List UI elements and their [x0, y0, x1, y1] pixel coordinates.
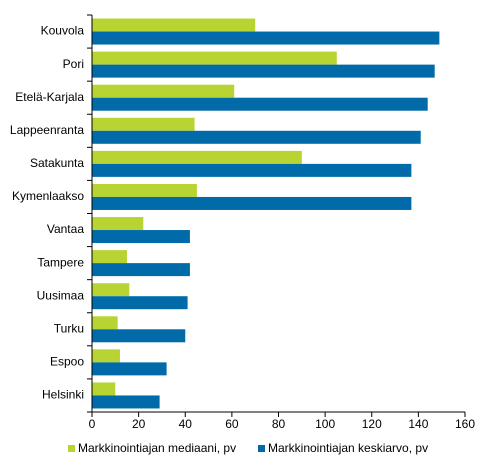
bar: [92, 283, 130, 297]
y-tick-label: Tampere: [37, 255, 84, 269]
y-tick-label: Kouvola: [41, 24, 85, 38]
bar: [92, 18, 256, 32]
x-tick-label: 160: [455, 417, 475, 431]
bar: [92, 382, 116, 396]
y-tick-label: Pori: [63, 57, 84, 71]
legend-swatch: [68, 445, 75, 452]
x-tick-label: 0: [89, 417, 96, 431]
bar: [92, 31, 440, 45]
bar: [92, 296, 188, 310]
bar: [92, 329, 186, 343]
x-tick-label: 20: [132, 417, 146, 431]
bar: [92, 263, 190, 277]
x-tick-label: 60: [225, 417, 239, 431]
x-tick-label: 120: [362, 417, 382, 431]
legend-swatch: [258, 445, 265, 452]
legend-label: Markkinointiajan keskiarvo, pv: [268, 441, 428, 455]
bar: [92, 117, 195, 131]
y-tick-label: Turku: [54, 321, 84, 335]
bar: [92, 362, 167, 376]
bar: [92, 395, 160, 409]
bar: [92, 130, 421, 144]
bar: [92, 150, 302, 164]
bar: [92, 84, 235, 98]
x-tick-label: 80: [272, 417, 286, 431]
x-tick-label: 100: [315, 417, 335, 431]
bar: [92, 97, 428, 111]
x-tick-label: 40: [179, 417, 193, 431]
bar: [92, 183, 197, 197]
bar: [92, 64, 435, 78]
bar: [92, 163, 412, 177]
y-tick-label: Helsinki: [42, 388, 84, 402]
legend-label: Markkinointiajan mediaani, pv: [78, 441, 236, 455]
bar: [92, 51, 337, 65]
y-tick-label: Kymenlaakso: [12, 189, 84, 203]
bar: [92, 250, 127, 264]
y-tick-label: Etelä-Karjala: [15, 90, 84, 104]
bar: [92, 217, 144, 231]
bar: [92, 196, 412, 210]
bar: [92, 349, 120, 363]
y-tick-label: Satakunta: [30, 156, 84, 170]
y-tick-label: Vantaa: [47, 222, 84, 236]
y-tick-label: Uusimaa: [37, 288, 85, 302]
bar: [92, 230, 190, 244]
x-tick-label: 140: [408, 417, 428, 431]
y-tick-label: Espoo: [50, 355, 84, 369]
y-tick-label: Lappeenranta: [10, 123, 84, 137]
bar: [92, 316, 118, 330]
